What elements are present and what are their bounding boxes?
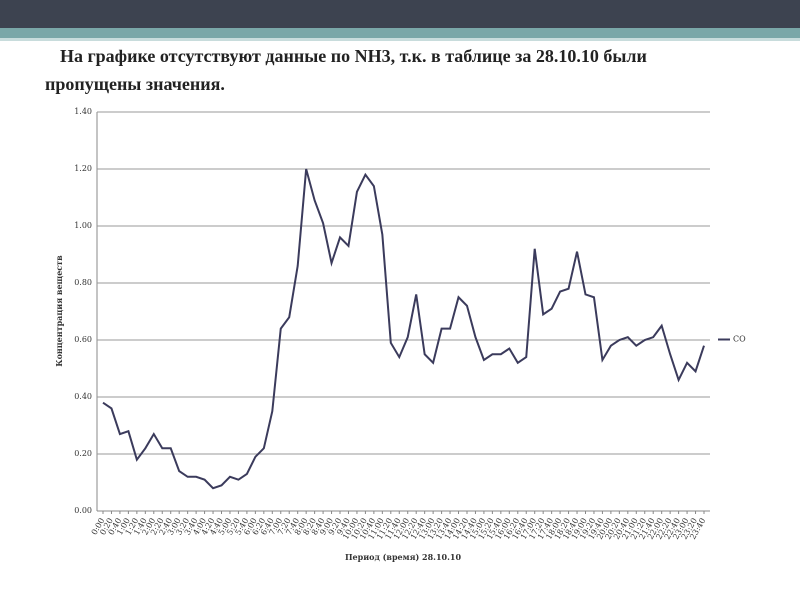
y-tick-label: 0.60 <box>74 335 92 344</box>
header-stripe <box>0 28 800 38</box>
y-tick-label: 0.20 <box>74 449 92 458</box>
header-line <box>0 38 800 41</box>
y-tick-label: 0.00 <box>74 506 92 515</box>
y-tick-label: 1.00 <box>74 221 92 230</box>
x-axis-label: Период (время) 28.10.10 <box>345 552 461 562</box>
y-tick-label: 0.80 <box>74 278 92 287</box>
y-tick-label: 0.40 <box>74 392 92 401</box>
header-bar <box>0 0 800 28</box>
data-line <box>102 168 705 490</box>
slide-title: На графике отсутствуют данные по NH3, т.… <box>45 46 647 94</box>
y-tick-label: 1.40 <box>74 107 92 116</box>
y-tick-label: 1.20 <box>74 164 92 173</box>
y-axis-label: Концентрация веществ <box>54 255 64 367</box>
legend-label: CO <box>733 335 746 344</box>
